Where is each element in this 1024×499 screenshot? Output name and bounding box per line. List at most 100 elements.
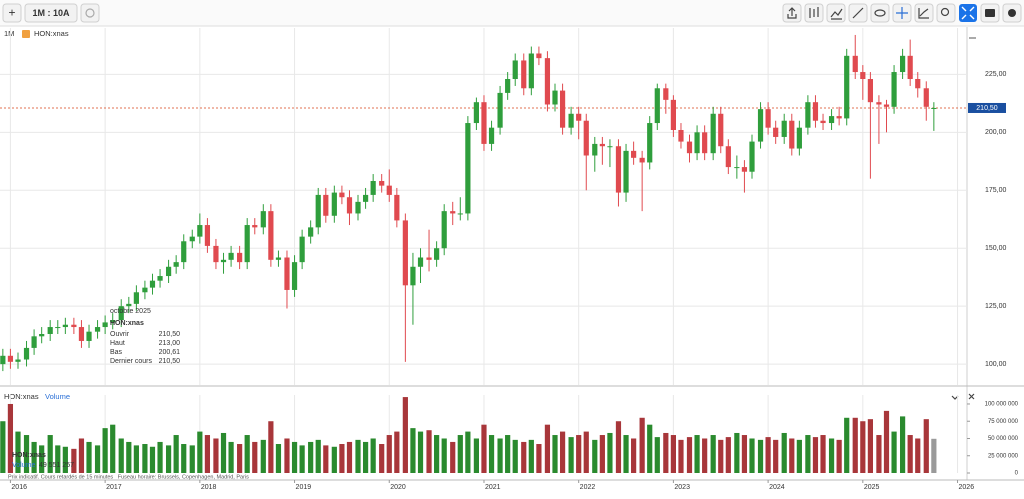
volume-bar: [173, 435, 179, 473]
candle-body: [31, 336, 37, 348]
volume-bar: [284, 438, 290, 473]
candle-body: [149, 280, 156, 288]
x-tick-label: 2026: [959, 484, 975, 491]
candle-body: [110, 320, 116, 323]
add-button[interactable]: [2, 3, 22, 23]
x-tick-label: 2020: [390, 484, 406, 491]
candle-body: [197, 225, 203, 237]
volume-bar: [781, 432, 787, 473]
candle-body: [62, 324, 68, 328]
settings-icon: [1008, 9, 1016, 17]
candle-body: [465, 123, 471, 214]
volume-bar: [694, 435, 700, 473]
volume-bar: [394, 431, 400, 473]
collapse-icon[interactable]: [951, 395, 959, 400]
candle-body: [552, 90, 558, 105]
candle-body: [505, 79, 511, 93]
tool-icons: [782, 3, 1022, 23]
volume-bar: [426, 430, 432, 473]
volume-bar: [465, 431, 471, 473]
candle-body: [702, 132, 708, 154]
candle-body: [315, 194, 321, 228]
visibility-button[interactable]: [870, 3, 890, 23]
candle-body: [710, 113, 716, 154]
candle-body: [544, 58, 551, 105]
candle-body: [891, 72, 897, 107]
candle-body: [592, 143, 598, 156]
candle-body: [765, 109, 771, 128]
volume-bar: [623, 435, 629, 473]
volume-bar: [110, 424, 116, 473]
fit-button[interactable]: [959, 4, 977, 22]
candle-body: [670, 99, 676, 130]
candle-body: [876, 102, 882, 105]
candle-body: [86, 331, 92, 341]
candle-body: [512, 60, 518, 79]
volume-bar: [370, 438, 376, 473]
candle-body: [852, 55, 858, 73]
volume-bar: [308, 441, 314, 473]
volume-bar: [663, 432, 669, 473]
candle-body: [71, 324, 77, 328]
candle-body: [576, 113, 582, 121]
close-icon[interactable]: [968, 393, 975, 400]
volume-bar: [718, 439, 724, 473]
volume-bar: [450, 441, 456, 473]
candle-body: [213, 245, 219, 263]
volume-bar: [497, 438, 503, 473]
volume-bar: [55, 445, 61, 473]
volume-tooltip-label: Volume: [12, 462, 35, 469]
candle-type-icon: [809, 7, 819, 18]
volume-bar: [670, 435, 676, 473]
candle-body: [386, 185, 392, 195]
volume-bar: [891, 431, 897, 473]
x-tick-label: 2025: [864, 484, 880, 491]
candle-body: [308, 227, 314, 237]
volume-bar: [237, 444, 243, 473]
volume-bar: [268, 421, 274, 473]
last-price-tag: [968, 102, 1006, 113]
volume-bar: [244, 435, 250, 473]
volume-bar: [386, 435, 392, 473]
volume-bar: [362, 441, 369, 473]
volume-bar: [512, 439, 518, 473]
candle-body: [102, 322, 108, 328]
volume-bar: [252, 441, 258, 473]
volume-bar: [355, 439, 361, 473]
zoom-button[interactable]: [936, 3, 956, 23]
volume-bar: [528, 439, 534, 473]
candle-body: [568, 113, 574, 128]
candle-body: [757, 109, 764, 142]
volume-symbol: HON:xnas: [4, 392, 39, 401]
candle-body: [204, 225, 211, 246]
candle-body: [497, 92, 503, 128]
volume-bar: [654, 437, 660, 473]
refresh-button[interactable]: [80, 3, 100, 23]
volume-bar: [544, 424, 551, 473]
y-tick-label: 150,00: [985, 245, 1007, 252]
y-tick-label: 175,00: [985, 187, 1007, 194]
indicator-icon: [830, 8, 843, 20]
candle-body: [417, 257, 424, 267]
volume-bar: [812, 437, 819, 473]
candle-body: [275, 257, 282, 260]
candle-body: [78, 327, 85, 341]
compare-button[interactable]: [914, 3, 934, 23]
volume-bar: [142, 444, 148, 473]
candle-body: [647, 123, 653, 163]
volume-bar: [275, 444, 282, 473]
candle-body: [252, 225, 258, 228]
candle-body: [55, 327, 61, 329]
candle-body: [631, 150, 637, 158]
y-tick-label: 200,00: [985, 129, 1007, 136]
volume-tick-label: 25 000 000: [988, 453, 1019, 459]
add-label: +: [8, 6, 15, 20]
period-button[interactable]: [24, 3, 78, 23]
x-tick-label: 2022: [580, 484, 596, 491]
volume-bar: [639, 417, 645, 473]
candle-body: [607, 146, 613, 148]
tooltip-label: Bas: [110, 349, 123, 356]
interval-label: 1M: [4, 29, 14, 38]
x-tick-label: 2017: [106, 484, 122, 491]
